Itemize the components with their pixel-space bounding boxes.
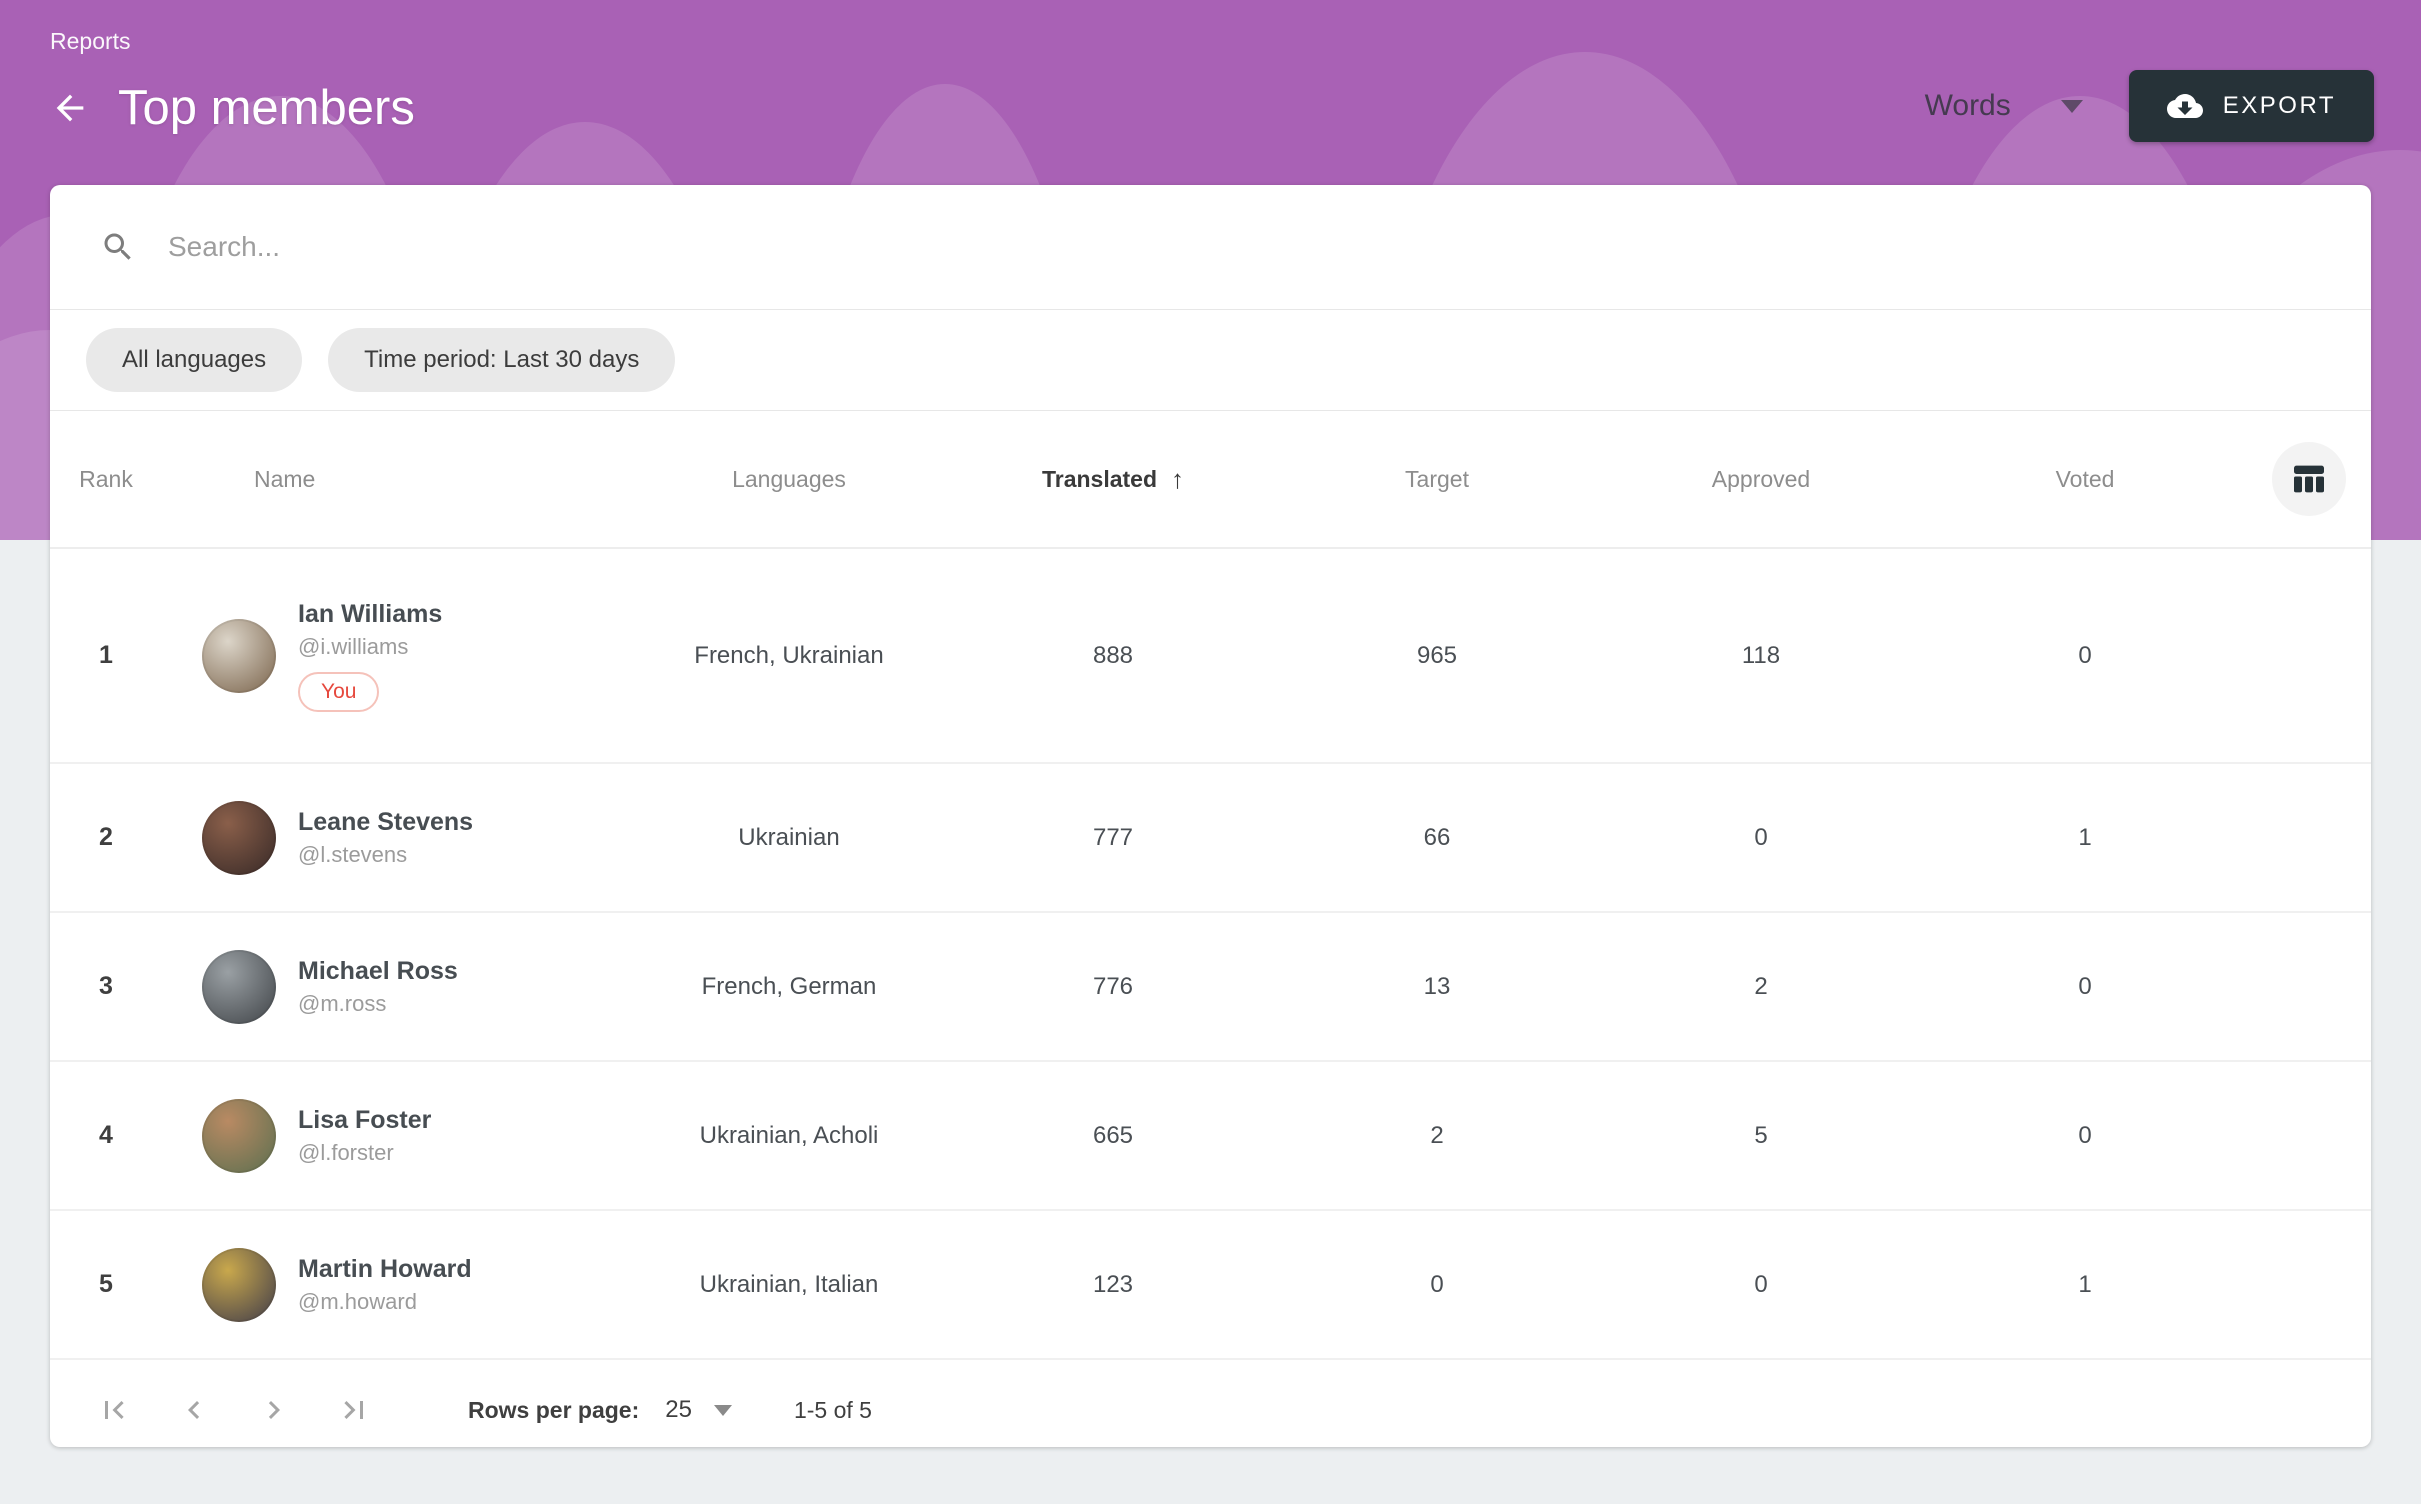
first-page-icon — [105, 1401, 124, 1419]
arrow-left-icon — [56, 94, 84, 122]
column-header-translated-label: Translated — [1041, 465, 1158, 492]
cloud-download-icon — [2166, 94, 2203, 118]
rank-cell: 5 — [99, 1270, 113, 1298]
member-username: @i.williams — [298, 634, 409, 659]
export-button[interactable]: EXPORT — [2128, 70, 2374, 142]
table-row: 4 Lisa Foster @l.forster Ukrainian, Acho… — [50, 1062, 2371, 1211]
unit-dropdown[interactable]: Words — [1925, 89, 2083, 123]
member-name: Leane Stevens — [298, 808, 474, 836]
translated-cell: 776 — [1092, 972, 1134, 1000]
previous-page-button[interactable] — [166, 1382, 222, 1438]
breadcrumb[interactable]: Reports — [50, 28, 131, 54]
approved-cell: 0 — [1754, 823, 1768, 851]
search-icon — [104, 233, 131, 260]
title-row: Top members — [48, 72, 415, 144]
translated-cell: 777 — [1092, 823, 1134, 851]
avatar — [202, 800, 276, 875]
last-page-button[interactable] — [326, 1382, 382, 1438]
languages-cell: Ukrainian, Italian — [699, 1270, 879, 1298]
caret-down-icon — [2060, 99, 2083, 113]
rows-per-page-value: 25 — [665, 1396, 692, 1423]
next-page-button[interactable] — [246, 1382, 302, 1438]
table-row: 1 Ian Williams @i.williams You French, U… — [50, 549, 2371, 764]
voted-cell: 1 — [2078, 1270, 2092, 1298]
sort-ascending-arrow-icon: ↑ — [1171, 463, 1185, 494]
languages-cell: Ukrainian, Acholi — [699, 1121, 879, 1149]
table-columns-icon — [2294, 465, 2324, 493]
pagination-bar: Rows per page: 25 1-5 of 5 — [50, 1360, 2371, 1447]
approved-cell: 118 — [1741, 641, 1781, 669]
target-cell: 0 — [1430, 1270, 1444, 1298]
page-title: Top members — [118, 81, 415, 135]
export-button-label: EXPORT — [2222, 92, 2336, 119]
unit-dropdown-value: Words — [1924, 89, 2011, 122]
avatar — [202, 618, 276, 693]
column-header-approved[interactable]: Approved — [1711, 465, 1811, 492]
back-button[interactable] — [48, 86, 92, 130]
table-row: 3 Michael Ross @m.ross French, German 77… — [50, 913, 2371, 1062]
approved-cell: 5 — [1754, 1121, 1768, 1149]
filter-chips: All languages Time period: Last 30 days — [50, 310, 2371, 411]
member-name: Ian Williams — [298, 600, 443, 628]
member-name: Michael Ross — [298, 957, 458, 985]
languages-cell: French, German — [701, 972, 877, 1000]
voted-cell: 0 — [2078, 641, 2092, 669]
table-row: 2 Leane Stevens @l.stevens Ukrainian 777… — [50, 764, 2371, 913]
rows-per-page-label: Rows per page: — [468, 1396, 640, 1423]
search-bar — [50, 185, 2371, 310]
languages-cell: Ukrainian — [738, 823, 840, 851]
rank-cell: 4 — [99, 1121, 113, 1149]
you-badge: You — [298, 672, 380, 712]
column-header-target[interactable]: Target — [1405, 465, 1469, 492]
voted-cell: 0 — [2078, 1121, 2092, 1149]
configure-columns-button[interactable] — [2272, 442, 2346, 516]
caret-down-icon — [713, 1404, 732, 1416]
search-input[interactable] — [166, 230, 2321, 264]
translated-cell: 665 — [1092, 1121, 1134, 1149]
header-controls: Words EXPORT — [1925, 70, 2374, 142]
column-header-name[interactable]: Name — [254, 465, 316, 492]
rows-per-page-select[interactable]: 25 — [665, 1396, 732, 1424]
table-row: 5 Martin Howard @m.howard Ukrainian, Ita… — [50, 1211, 2371, 1360]
member-username: @m.howard — [298, 1289, 417, 1314]
column-header-translated-sorted[interactable]: Translated ↑ — [951, 464, 1275, 495]
table-header: Rank Name Languages Translated ↑ Target … — [50, 411, 2371, 549]
rank-cell: 1 — [99, 641, 113, 669]
languages-cell: French, Ukrainian — [694, 641, 884, 669]
member-name: Lisa Foster — [298, 1106, 432, 1134]
voted-cell: 1 — [2078, 823, 2092, 851]
member-username: @m.ross — [298, 991, 387, 1016]
member-username: @l.forster — [298, 1140, 394, 1165]
target-cell: 13 — [1423, 972, 1451, 1000]
approved-cell: 0 — [1754, 1270, 1768, 1298]
avatar — [202, 1098, 276, 1173]
last-page-icon — [344, 1401, 363, 1419]
rank-cell: 3 — [99, 972, 113, 1000]
column-header-rank: Rank — [79, 465, 133, 492]
filter-chip-time-period[interactable]: Time period: Last 30 days — [328, 328, 676, 392]
target-cell: 66 — [1423, 823, 1451, 851]
chevron-right-icon — [268, 1401, 280, 1419]
table-body: 1 Ian Williams @i.williams You French, U… — [50, 549, 2371, 1360]
translated-cell: 123 — [1092, 1270, 1134, 1298]
column-header-voted[interactable]: Voted — [2055, 465, 2115, 492]
voted-cell: 0 — [2078, 972, 2092, 1000]
report-card: All languages Time period: Last 30 days … — [50, 185, 2371, 1447]
avatar — [202, 949, 276, 1024]
filter-chip-languages[interactable]: All languages — [86, 328, 303, 392]
member-username: @l.stevens — [298, 842, 408, 867]
approved-cell: 2 — [1754, 972, 1768, 1000]
translated-cell: 888 — [1092, 641, 1134, 669]
rank-cell: 2 — [99, 823, 113, 851]
chevron-left-icon — [188, 1401, 200, 1419]
avatar — [202, 1247, 276, 1322]
first-page-button[interactable] — [86, 1382, 142, 1438]
pagination-range: 1-5 of 5 — [793, 1396, 872, 1423]
member-name: Martin Howard — [298, 1255, 472, 1283]
target-cell: 2 — [1430, 1121, 1444, 1149]
target-cell: 965 — [1416, 641, 1458, 669]
column-header-languages[interactable]: Languages — [732, 465, 846, 492]
